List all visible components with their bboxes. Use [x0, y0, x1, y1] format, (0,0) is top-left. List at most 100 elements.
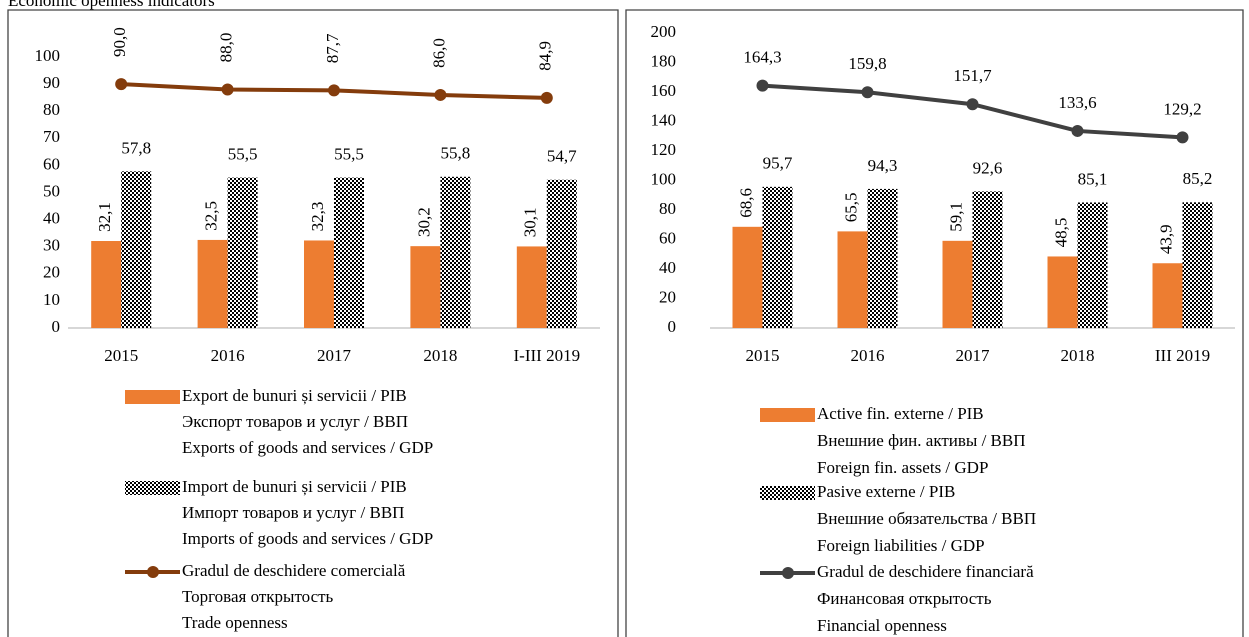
line-marker [1176, 131, 1189, 144]
y-tick-label: 50 [43, 181, 60, 200]
line-label: 164,3 [743, 48, 781, 67]
y-tick-label: 80 [659, 199, 676, 218]
bar-label: 43,9 [1156, 224, 1175, 254]
bar [546, 179, 577, 328]
bar-label: 54,7 [547, 147, 577, 166]
bar [440, 176, 471, 328]
x-tick-label: 2015 [104, 346, 138, 365]
bar-label: 55,8 [441, 144, 471, 163]
legend-label: Торговая открытость [182, 587, 334, 606]
line-label: 88,0 [217, 33, 236, 63]
line-marker [1071, 124, 1084, 137]
x-tick-label: 2017 [317, 346, 352, 365]
y-tick-label: 100 [651, 169, 677, 188]
y-tick-label: 80 [43, 100, 60, 119]
bar [516, 246, 547, 328]
x-tick-label: 2018 [423, 346, 457, 365]
x-tick-label: I-III 2019 [514, 346, 581, 365]
bar [972, 191, 1003, 328]
x-tick-label: 2016 [851, 346, 885, 365]
bar [1182, 202, 1213, 328]
bar-label: 48,5 [1051, 218, 1070, 248]
y-tick-label: 70 [43, 127, 60, 146]
y-tick-label: 90 [43, 73, 60, 92]
legend-swatch [760, 486, 815, 500]
legend-label: Gradul de deschidere comercială [182, 561, 406, 580]
legend-label: Финансовая открытость [817, 589, 992, 608]
bar-label: 94,3 [868, 156, 898, 175]
bar [334, 177, 364, 328]
legend-label: Active fin. externe / PIB [817, 404, 984, 423]
legend-label: Экспорт товаров и услуг / ВВП [182, 412, 408, 431]
line [762, 83, 1183, 140]
bar-label: 57,8 [121, 138, 151, 157]
bar [1152, 263, 1183, 328]
y-tick-label: 40 [43, 209, 60, 228]
y-tick-label: 180 [651, 51, 677, 70]
bar-label: 30,1 [521, 208, 540, 238]
line-label: 151,7 [953, 66, 992, 85]
legend-label: Импорт товаров и услуг / ВВП [182, 503, 404, 522]
bar-label: 85,1 [1078, 169, 1108, 188]
bar [227, 177, 258, 328]
bar-label: 55,5 [228, 145, 258, 164]
bar [762, 186, 793, 328]
legend-label: Gradul de deschidere financiară [817, 562, 1034, 581]
line-label: 87,7 [323, 33, 342, 63]
legend-label: Внешние фин. активы / ВВП [817, 431, 1026, 450]
bar-label: 55,5 [334, 145, 364, 164]
legend-swatch [782, 567, 794, 579]
y-tick-label: 200 [651, 22, 677, 41]
legend-swatch [760, 408, 815, 422]
line-label: 129,2 [1163, 99, 1201, 118]
x-tick-label: 2017 [956, 346, 991, 365]
line-marker [861, 86, 874, 99]
x-tick-label: 2016 [211, 346, 245, 365]
panel-border [625, 9, 1244, 637]
bar [867, 188, 898, 328]
bar-label: 92,6 [973, 158, 1003, 177]
bar-label: 32,1 [95, 202, 114, 232]
bar [837, 231, 868, 328]
y-tick-label: 60 [659, 228, 676, 247]
y-tick-label: 30 [43, 236, 60, 255]
legend-swatch [147, 566, 159, 578]
line-label: 133,6 [1058, 93, 1096, 112]
y-tick-label: 160 [651, 81, 677, 100]
legend-label: Pasive externe / PIB [817, 482, 955, 501]
y-tick-label: 10 [43, 290, 60, 309]
line-marker [756, 79, 769, 92]
panel-border [7, 9, 619, 637]
bar [942, 240, 973, 328]
y-tick-label: 60 [43, 154, 60, 173]
y-tick-label: 140 [651, 110, 677, 129]
y-tick-label: 0 [52, 317, 61, 336]
bar [304, 240, 334, 328]
legend-label: Внешние обязательства / ВВП [817, 509, 1036, 528]
x-tick-label: 2018 [1061, 346, 1095, 365]
line-label: 86,0 [429, 38, 448, 68]
x-tick-label: III 2019 [1155, 346, 1210, 365]
bar-label: 65,5 [841, 193, 860, 223]
bar [410, 246, 441, 328]
bar-label: 32,5 [202, 201, 221, 231]
legend-label: Import de bunuri și servicii / PIB [182, 477, 407, 496]
bar [91, 241, 122, 328]
bar-label: 95,7 [763, 154, 793, 173]
figure-title: Economic openness indicators [8, 0, 215, 10]
bar [1077, 202, 1108, 328]
y-tick-label: 20 [43, 263, 60, 282]
line-marker [966, 98, 979, 111]
legend-label: Financial openness [817, 616, 947, 635]
y-tick-label: 20 [659, 287, 676, 306]
legend-swatch [125, 481, 180, 495]
bar-label: 30,2 [414, 207, 433, 237]
line-label: 84,9 [536, 41, 555, 71]
y-tick-label: 100 [35, 46, 61, 65]
legend-swatch [125, 390, 180, 404]
legend-label: Export de bunuri și servicii / PIB [182, 386, 407, 405]
line-label: 90,0 [110, 27, 129, 57]
bar-label: 32,3 [308, 202, 327, 232]
